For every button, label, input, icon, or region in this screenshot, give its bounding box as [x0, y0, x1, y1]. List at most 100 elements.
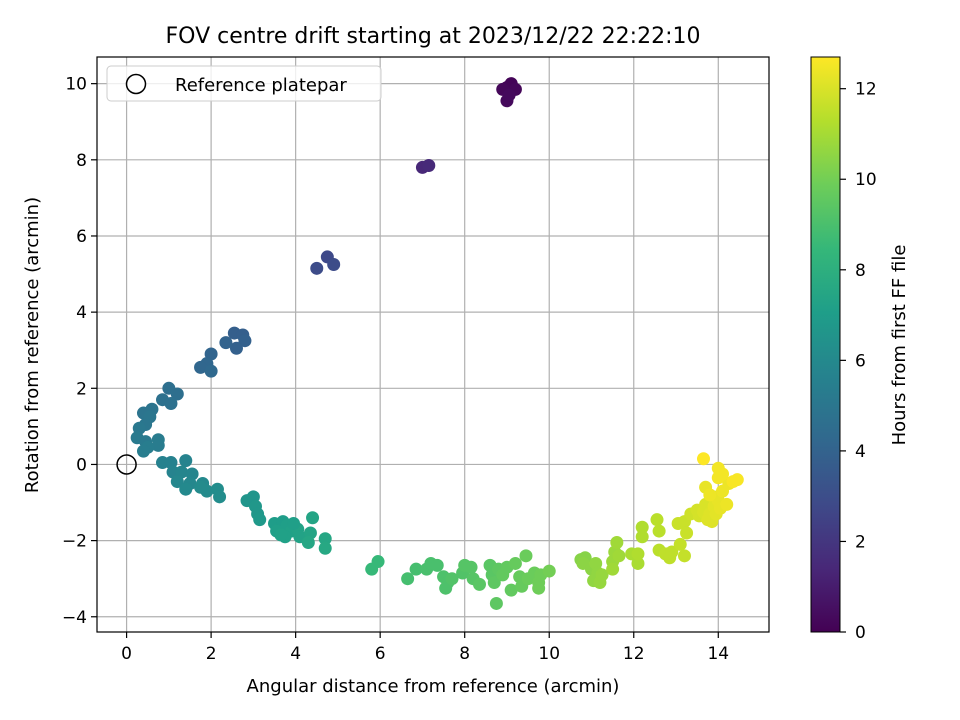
- data-point: [677, 549, 691, 563]
- data-point: [519, 549, 533, 563]
- data-point: [606, 562, 620, 576]
- data-point: [673, 537, 687, 551]
- data-point: [301, 536, 315, 550]
- reference-platepar-marker: [116, 454, 137, 475]
- data-point: [318, 532, 332, 546]
- colorbar-tick-label: 0: [855, 623, 866, 643]
- data-point: [612, 549, 626, 563]
- data-point: [502, 88, 516, 102]
- colorbar: [810, 56, 841, 633]
- data-point: [194, 360, 208, 374]
- data-point: [635, 530, 649, 544]
- data-point: [274, 528, 288, 542]
- data-point: [464, 560, 478, 574]
- data-point: [194, 480, 208, 494]
- data-point: [487, 575, 501, 589]
- data-point: [504, 583, 518, 597]
- x-tick-label: 14: [707, 644, 729, 664]
- data-point: [327, 258, 341, 272]
- data-point: [532, 581, 546, 595]
- data-point: [635, 520, 649, 534]
- data-point: [136, 444, 150, 458]
- data-point: [595, 568, 609, 582]
- data-point: [720, 497, 734, 511]
- colorbar-tick-label: 6: [855, 351, 866, 371]
- data-point: [219, 336, 233, 350]
- x-tick-label: 4: [290, 644, 301, 664]
- data-point: [238, 334, 252, 348]
- data-point: [696, 452, 710, 466]
- data-point: [306, 511, 320, 525]
- data-point: [631, 547, 645, 561]
- data-point: [229, 341, 243, 355]
- data-point: [711, 471, 725, 485]
- data-point: [213, 490, 227, 504]
- reference-point-group: [116, 454, 137, 475]
- plot-frame: [96, 56, 770, 633]
- data-point: [422, 159, 436, 173]
- data-point: [179, 454, 193, 468]
- data-point: [445, 572, 459, 586]
- data-point: [489, 596, 503, 610]
- y-tick-label: 4: [76, 303, 87, 323]
- data-point: [253, 513, 267, 527]
- colorbar-tick-label: 8: [855, 261, 866, 281]
- x-tick-label: 2: [206, 644, 217, 664]
- x-tick-label: 10: [538, 644, 560, 664]
- y-axis-ticks: −4 −2 0 2 4 6 8 10: [62, 75, 97, 628]
- y-tick-label: −2: [62, 532, 87, 552]
- chart-title: FOV centre drift starting at 2023/12/22 …: [166, 24, 701, 49]
- y-tick-label: 2: [76, 379, 87, 399]
- y-tick-label: 8: [76, 151, 87, 171]
- plot-area: [97, 57, 769, 632]
- colorbar-tick-label: 2: [855, 532, 866, 552]
- y-axis-label: Rotation from reference (arcmin): [22, 197, 43, 493]
- legend: Reference platepar: [106, 65, 382, 102]
- x-tick-label: 0: [121, 644, 132, 664]
- data-point: [164, 397, 178, 411]
- data-point: [430, 558, 444, 572]
- legend-marker-icon: [125, 73, 147, 95]
- data-point: [170, 387, 184, 401]
- data-point: [318, 541, 332, 555]
- data-point: [650, 513, 664, 527]
- scatter-points: [130, 77, 744, 610]
- data-point: [371, 555, 385, 569]
- x-axis-label: Angular distance from reference (arcmin): [247, 676, 620, 697]
- x-tick-label: 6: [375, 644, 386, 664]
- grid-lines: [97, 57, 769, 632]
- legend-box: [106, 65, 382, 102]
- data-point: [730, 473, 744, 487]
- data-point: [542, 564, 556, 578]
- x-axis-ticks: 0 2 4 6 8 10 12 14: [121, 632, 729, 664]
- colorbar-tick-label: 4: [855, 442, 866, 462]
- data-point: [680, 526, 694, 540]
- data-point: [665, 545, 679, 559]
- data-point: [179, 482, 193, 496]
- data-point: [652, 524, 666, 538]
- y-tick-label: −4: [62, 608, 87, 628]
- data-point: [508, 556, 522, 570]
- colorbar-tick-label: 10: [855, 170, 877, 190]
- data-point: [439, 581, 453, 595]
- data-point: [610, 536, 624, 550]
- data-point: [151, 438, 165, 452]
- y-tick-label: 10: [65, 75, 87, 95]
- data-point: [409, 562, 423, 576]
- data-point: [703, 488, 717, 502]
- y-tick-label: 6: [76, 227, 87, 247]
- colorbar-tick-label: 12: [855, 80, 877, 100]
- legend-entry-reference: Reference platepar: [175, 75, 347, 96]
- data-point: [631, 556, 645, 570]
- colorbar-ticks: 0 2 4 6 8 10 12: [840, 80, 877, 643]
- data-point: [170, 475, 184, 489]
- data-point: [287, 516, 301, 530]
- x-tick-label: 8: [459, 644, 470, 664]
- data-point: [401, 572, 415, 586]
- data-point: [310, 261, 324, 275]
- x-tick-label: 12: [623, 644, 645, 664]
- data-point: [472, 577, 486, 591]
- y-tick-label: 0: [76, 455, 87, 475]
- data-point: [204, 364, 218, 378]
